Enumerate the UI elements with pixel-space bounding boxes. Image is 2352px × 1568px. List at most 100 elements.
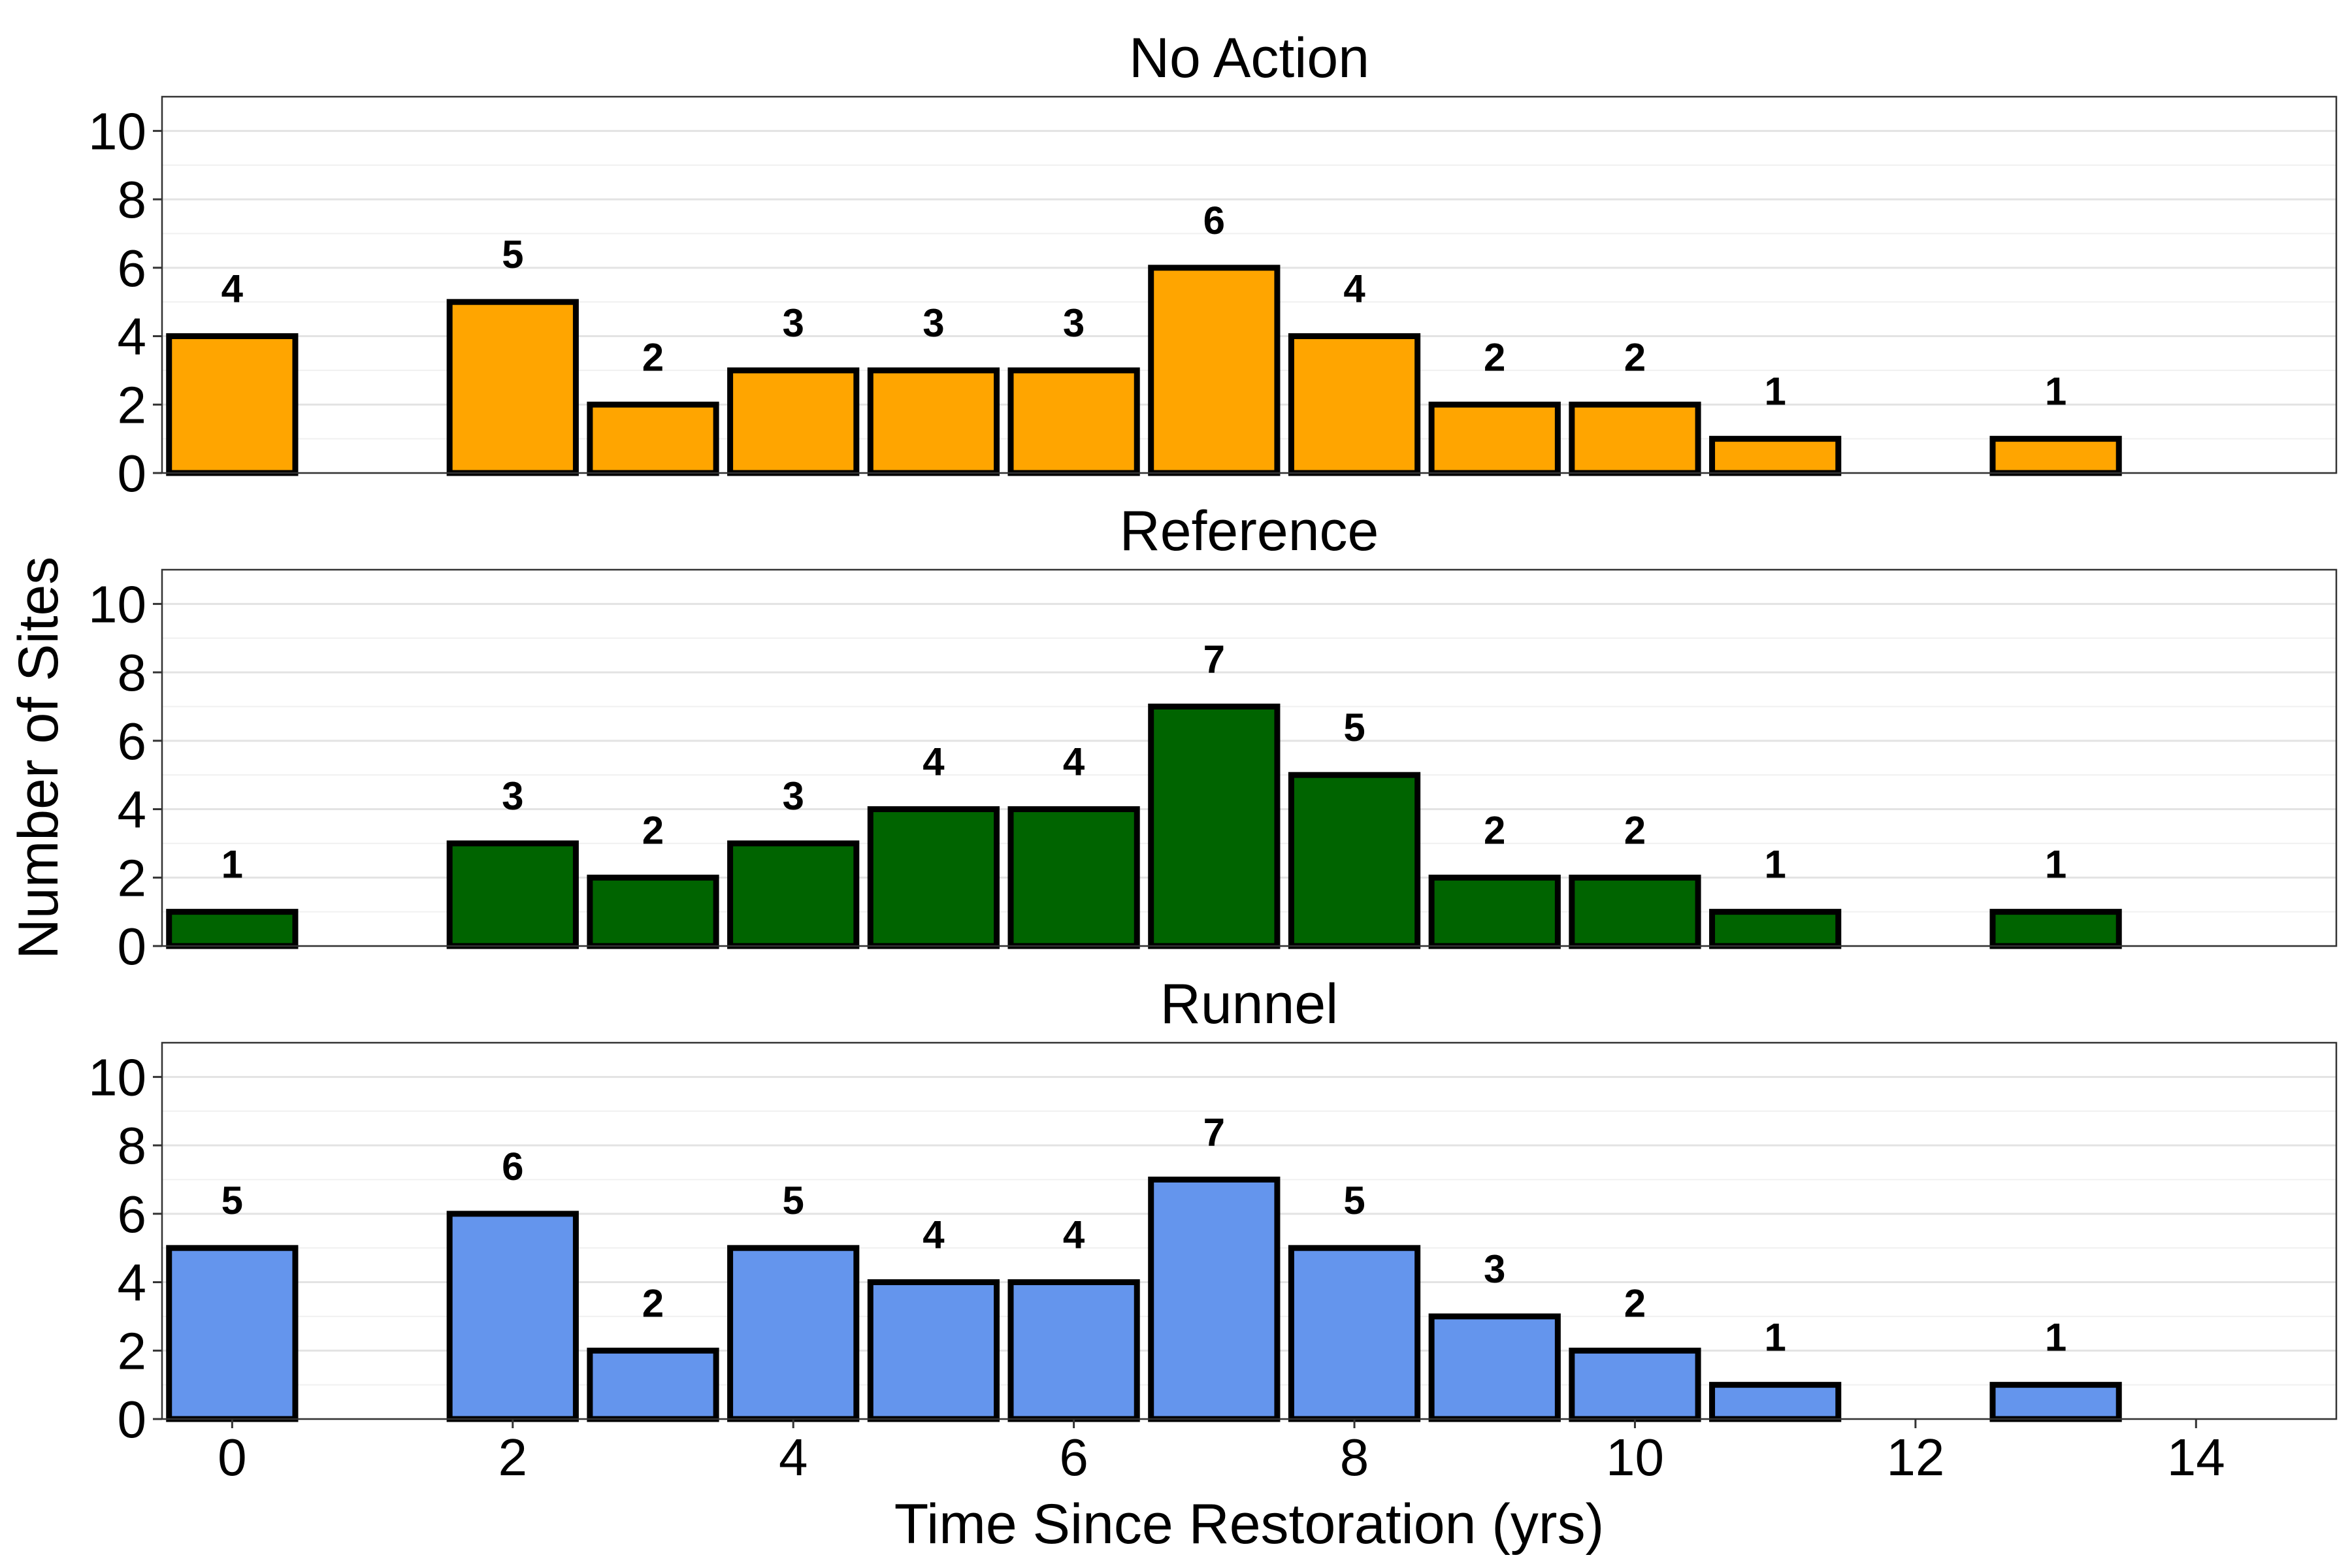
x-tick-label: 0 [218, 1428, 247, 1486]
bar [727, 840, 860, 949]
y-tick-label: 0 [118, 1390, 147, 1448]
y-tick-label: 6 [118, 1185, 147, 1243]
y-tick-label: 2 [118, 1322, 147, 1380]
data-label: 2 [1624, 808, 1646, 852]
bar [587, 874, 719, 949]
bar [1709, 1382, 1842, 1422]
x-tick-label: 10 [1606, 1428, 1664, 1486]
y-tick-label: 6 [118, 712, 147, 770]
bar [1709, 909, 1842, 949]
data-label: 3 [1063, 301, 1085, 345]
x-tick-label: 12 [1886, 1428, 1944, 1486]
data-label: 4 [221, 267, 244, 311]
bar [1989, 436, 2122, 476]
bar [1989, 909, 2122, 949]
data-label: 2 [1484, 808, 1505, 852]
data-label: 6 [1203, 199, 1225, 242]
y-tick-label: 6 [118, 239, 147, 297]
bar [1428, 874, 1561, 949]
bar [1428, 401, 1561, 476]
bar [727, 1245, 860, 1422]
data-label: 3 [923, 301, 944, 345]
bar [166, 333, 299, 476]
panel-border [161, 1041, 2338, 1420]
bar [166, 1245, 299, 1422]
data-label: 1 [221, 843, 243, 887]
panel-reference: 1 3 2 3 4 4 7 5 2 2 1 1 Reference 0 2 4 6 8 10 [88, 500, 2338, 975]
bar [1007, 1279, 1140, 1422]
bar [1709, 436, 1842, 476]
panel-runnel: 5 6 2 5 4 4 7 5 3 2 1 1 Runnel 0 2 4 6 8 10 0 2 4 6 8 10 12 14 [88, 973, 2338, 1486]
bar [1569, 401, 1701, 476]
data-label: 2 [642, 808, 664, 852]
bar [587, 1347, 719, 1422]
y-tick-label: 8 [118, 1117, 147, 1175]
x-tick-label: 8 [1340, 1428, 1369, 1486]
bar [446, 1211, 579, 1422]
data-label: 4 [1063, 740, 1085, 784]
panel-title: Reference [1120, 500, 1379, 563]
data-label: 2 [1484, 335, 1505, 379]
bar [867, 1279, 1000, 1422]
y-tick-label: 4 [118, 1254, 147, 1312]
x-tick-label: 14 [2167, 1428, 2225, 1486]
bar [1148, 265, 1281, 476]
bar [1288, 772, 1421, 949]
data-label: 2 [1624, 1281, 1646, 1325]
data-label: 3 [502, 774, 523, 818]
panel-border [161, 568, 2338, 947]
bar [446, 299, 579, 476]
x-tick-label: 6 [1059, 1428, 1088, 1486]
data-label: 6 [502, 1145, 523, 1188]
data-label: 1 [2045, 843, 2066, 887]
y-axis-title: Number of Sites [7, 557, 70, 960]
panel-no-action: 4 5 2 3 3 3 6 4 2 2 1 1 No Action 0 2 4 6 8 10 [88, 27, 2338, 502]
y-tick-label: 8 [118, 171, 147, 229]
x-axis-title: Time Since Restoration (yrs) [894, 1493, 1604, 1556]
bar [587, 401, 719, 476]
y-tick-label: 2 [118, 849, 147, 907]
data-label: 1 [1764, 1316, 1786, 1360]
data-label: 3 [1484, 1247, 1505, 1291]
bar [1288, 333, 1421, 476]
data-label: 5 [221, 1179, 243, 1222]
data-label: 1 [2045, 1316, 2066, 1360]
y-tick-label: 10 [88, 575, 146, 633]
y-tick-label: 4 [118, 308, 147, 366]
bar [1007, 806, 1140, 949]
data-label: 4 [1343, 267, 1365, 311]
y-tick-label: 2 [118, 376, 147, 434]
bar [1569, 874, 1701, 949]
bar [446, 840, 579, 949]
data-label: 3 [783, 301, 804, 345]
bar [1148, 703, 1281, 949]
data-label: 1 [1764, 370, 1786, 414]
y-tick-label: 10 [88, 1048, 146, 1106]
y-tick-label: 4 [118, 781, 147, 839]
bar [727, 367, 860, 476]
data-label: 5 [502, 233, 523, 276]
data-label: 1 [2045, 370, 2066, 414]
data-label: 1 [1764, 843, 1786, 887]
panel-title: Runnel [1160, 973, 1339, 1036]
bar [166, 909, 299, 949]
x-tick-label: 2 [498, 1428, 528, 1486]
bar [1288, 1245, 1421, 1422]
data-label: 2 [642, 335, 664, 379]
bar [1148, 1176, 1281, 1422]
bar [867, 806, 1000, 949]
y-tick-label: 8 [118, 644, 147, 702]
bar [1569, 1347, 1701, 1422]
y-tick-label: 0 [118, 444, 147, 502]
data-label: 4 [923, 740, 945, 784]
y-tick-label: 10 [88, 102, 146, 160]
bar [1428, 1313, 1561, 1422]
y-tick-label: 0 [118, 917, 147, 975]
panel-border [161, 95, 2338, 474]
panel-title: No Action [1129, 27, 1369, 90]
data-label: 3 [783, 774, 804, 818]
bar [867, 367, 1000, 476]
bar [1989, 1382, 2122, 1422]
data-label: 4 [923, 1213, 945, 1257]
